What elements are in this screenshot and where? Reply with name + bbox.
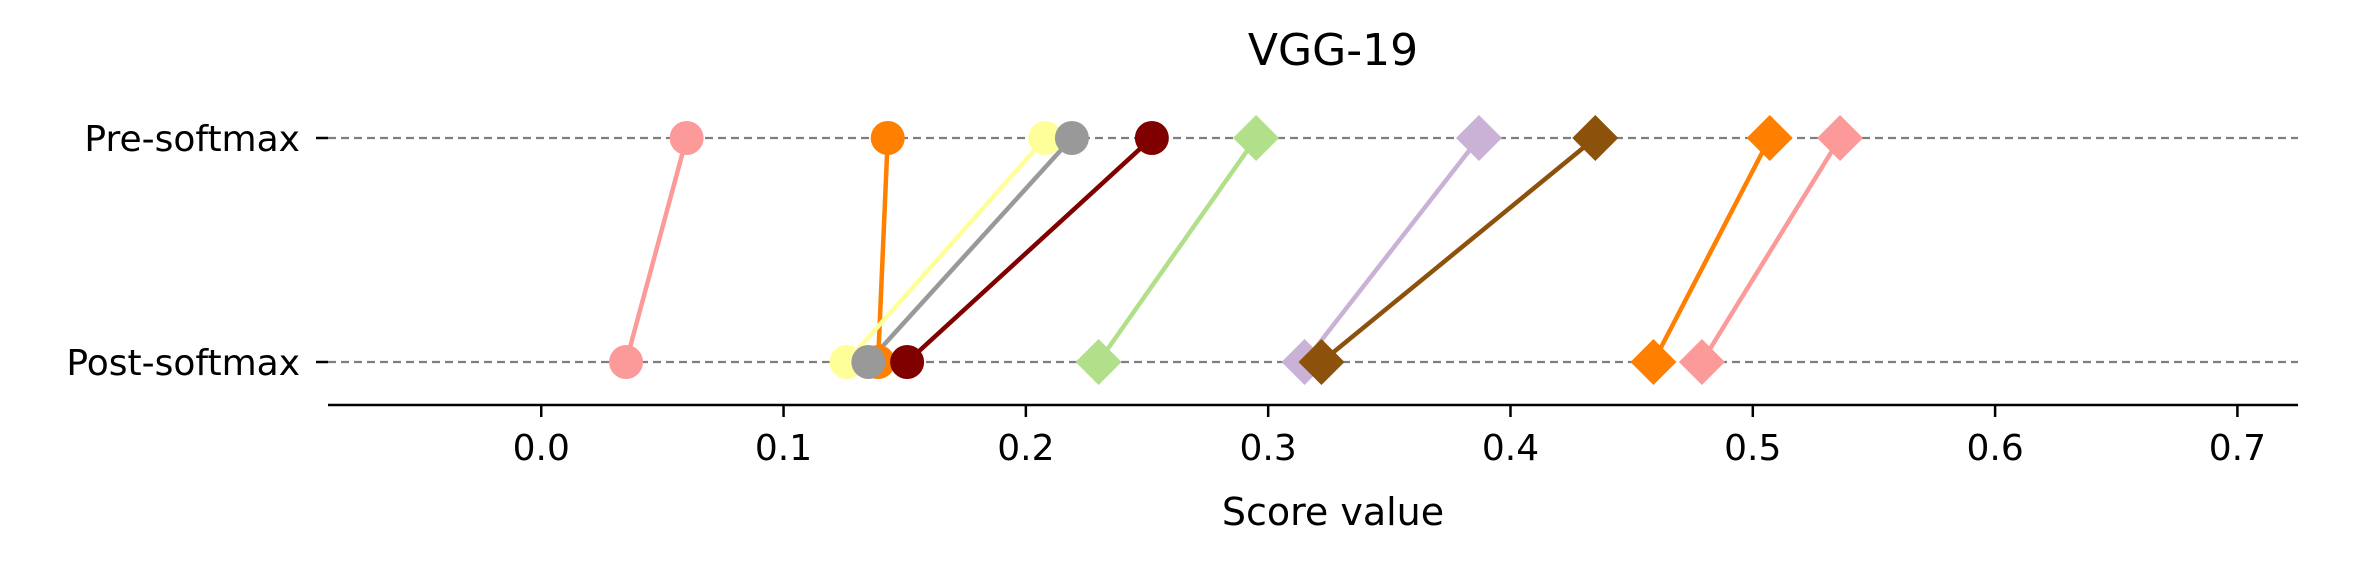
circle-marker-post-0 [609,345,644,379]
x-axis: 0.0 0.1 0.2 0.3 0.4 0.5 0.6 0.7 [328,403,2298,469]
diamond-marker-pre-9 [1817,115,1864,161]
x-tick-label: 0.4 [1482,428,1539,469]
x-tick-label: 0.2 [997,428,1054,469]
diamond-marker-pre-8 [1746,115,1793,161]
circle-marker-pre-2 [1028,121,1063,155]
connector-line-5 [1096,136,1258,364]
x-tick-label: 0.3 [1240,428,1297,469]
connector-line-1 [875,137,890,363]
circle-marker-pre-0 [669,121,704,155]
diamond-marker-pre-5 [1233,115,1280,161]
diamond-marker-pre-6 [1455,115,1502,161]
connector-line-7 [1320,136,1597,364]
x-tick-label: 0.7 [2209,428,2266,469]
connector-line-8 [1651,136,1772,364]
y-tick-label: Pre-softmax [84,119,300,160]
connector-line-3 [866,136,1074,364]
circle-marker-pre-4 [1134,121,1169,155]
markers [609,115,1864,385]
gridlines [328,136,2298,364]
diamond-marker-post-9 [1678,339,1725,385]
connector-line-6 [1302,136,1481,364]
x-tick-label: 0.5 [1724,428,1781,469]
circle-marker-post-4 [890,345,925,379]
diamond-marker-post-8 [1630,339,1677,385]
x-tick-label: 0.1 [755,428,812,469]
x-tick-label: 0.6 [1966,428,2023,469]
circle-marker-post-3 [851,345,886,379]
circle-marker-pre-3 [1054,121,1089,155]
connectors [623,136,1842,364]
circle-marker-pre-1 [870,121,905,155]
diamond-marker-post-7 [1298,339,1345,385]
connector-line-9 [1699,136,1842,364]
x-axis-label: Score value [1222,490,1444,534]
diamond-marker-post-5 [1075,339,1122,385]
y-axis: Pre-softmax Post-softmax [66,119,328,384]
x-tick-label: 0.0 [513,428,570,469]
connector-line-4 [905,136,1154,364]
chart-title: VGG-19 [1248,25,1418,76]
connector-line-2 [844,136,1047,364]
connector-line-0 [623,137,689,363]
diamond-marker-pre-7 [1572,115,1619,161]
y-tick-label: Post-softmax [66,343,300,384]
